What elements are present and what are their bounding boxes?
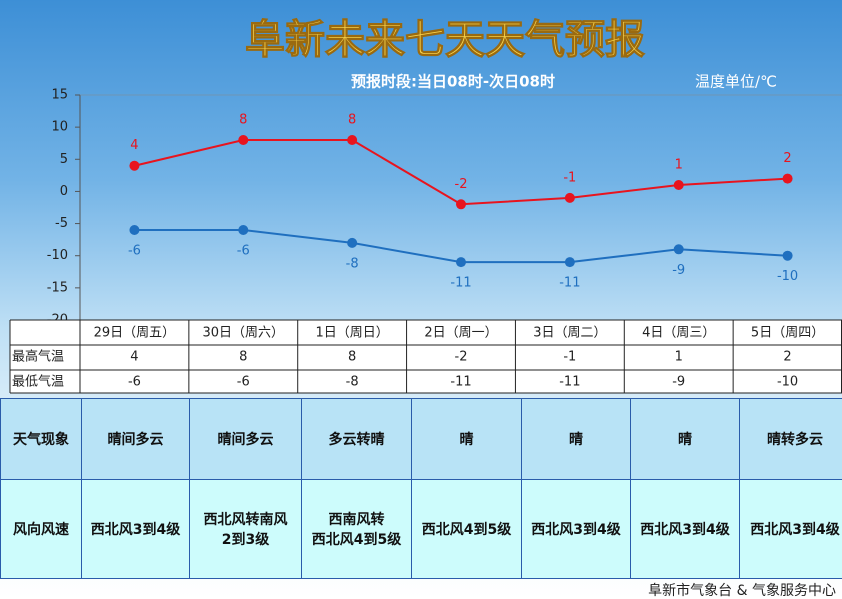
- table-value: 8: [348, 350, 356, 365]
- table-cell: 晴间多云: [81, 398, 190, 480]
- data-label: -9: [672, 263, 685, 278]
- table-value: 8: [239, 350, 247, 365]
- point: [673, 180, 684, 190]
- subtitle: 预报时段:当日08时-次日08时: [351, 73, 555, 91]
- point: [238, 135, 249, 145]
- y-tick-label: 10: [51, 120, 68, 135]
- point: [456, 257, 466, 268]
- table-row: 风向风速 西北风3到4级 西北风转南风 2到3级 西南风转 西北风4到5级 西北风4到5…: [0, 479, 842, 579]
- data-label: -8: [346, 256, 359, 271]
- data-label: 2: [783, 151, 791, 166]
- point: [564, 257, 575, 268]
- weather-table: 天气现象 晴间多云 晴间多云 多云转晴晴晴晴晴转多云 风向风速 西北风3到4级 西北风转南风…: [0, 398, 842, 579]
- table-value: -1: [563, 350, 576, 365]
- table-cell: 西北风3到4级: [739, 479, 842, 579]
- table-cell: 西北风3到4级: [81, 479, 190, 579]
- y-tick-label: 15: [51, 88, 68, 103]
- table-cell: 晴: [521, 398, 631, 480]
- category-label: 4日（周三）: [642, 326, 715, 341]
- point: [673, 244, 684, 255]
- table-cell: 多云转晴: [301, 398, 412, 480]
- table-row: 天气现象 晴间多云 晴间多云 多云转晴晴晴晴晴转多云: [0, 398, 842, 480]
- point: [347, 135, 358, 145]
- footer: 阜新市气象台 & 气象服务中心: [648, 583, 836, 599]
- y-tick-label: 5: [60, 152, 68, 167]
- table-cell: 晴间多云: [189, 398, 302, 480]
- table-value: 2: [783, 350, 791, 365]
- category-label: 29日（周五）: [94, 326, 176, 341]
- table-cell: 西北风3到4级: [521, 479, 631, 579]
- data-label: 8: [348, 113, 356, 128]
- table-cell: 晴: [411, 398, 522, 480]
- point: [782, 173, 793, 184]
- category-label: 30日（周六）: [203, 326, 285, 341]
- point: [564, 192, 575, 203]
- y-tick-label: -15: [47, 280, 68, 295]
- table-cell: 西南风转 西北风4到5级: [301, 479, 412, 579]
- category-label: 1日（周日）: [316, 326, 389, 341]
- chart-title: 阜新未来七天天气预报: [245, 17, 645, 63]
- category-label: 3日（周二）: [533, 326, 606, 341]
- data-label: -11: [450, 276, 471, 291]
- y-tick-label: -10: [47, 248, 68, 263]
- table-value: 1: [675, 350, 683, 365]
- data-label: 4: [130, 138, 138, 153]
- table-value: -9: [672, 375, 685, 390]
- y-tick-label: 0: [60, 184, 68, 199]
- table-cell: 西北风3到4级: [630, 479, 740, 579]
- row-label: 最低气温: [12, 374, 64, 390]
- table-cell: 晴转多云: [739, 398, 842, 480]
- point: [238, 225, 249, 235]
- y-tick-label: -5: [55, 216, 68, 231]
- category-label: 2日（周一）: [424, 326, 497, 341]
- data-label: -11: [559, 276, 580, 291]
- point: [782, 250, 793, 261]
- data-label: -6: [128, 244, 141, 259]
- table-value: -8: [346, 375, 359, 390]
- point: [347, 237, 358, 248]
- table-cell: 晴: [630, 398, 740, 480]
- point: [129, 160, 140, 171]
- table-value: -6: [128, 375, 141, 390]
- table-cell: 风向风速: [0, 479, 82, 579]
- table-cell: 西北风转南风 2到3级: [189, 479, 302, 579]
- table-cell: 西北风4到5级: [411, 479, 522, 579]
- table-bg: [10, 320, 842, 393]
- unit-label: 温度单位/℃: [695, 73, 777, 91]
- data-label: -10: [777, 269, 798, 284]
- chart: 阜新未来七天天气预报 预报时段:当日08时-次日08时 温度单位/℃ -2 0 -1…: [9, 17, 842, 394]
- data-label: 8: [239, 113, 247, 128]
- table-cell: 天气现象: [0, 398, 82, 480]
- row-label: 最高气温: [12, 349, 64, 365]
- data-label: -1: [563, 170, 576, 185]
- data-label: 1: [675, 158, 683, 173]
- table-value: -6: [237, 375, 250, 390]
- point: [456, 199, 466, 210]
- category-label: 5日（周四）: [751, 326, 824, 341]
- table-value: -10: [777, 375, 798, 390]
- point: [129, 225, 140, 235]
- table-value: -11: [559, 375, 580, 390]
- table-value: -11: [450, 375, 471, 390]
- table-value: -2: [455, 350, 468, 365]
- series-line: [134, 139, 788, 206]
- data-label: -6: [237, 244, 250, 259]
- table-value: 4: [130, 350, 138, 365]
- data-label: -2: [455, 177, 468, 192]
